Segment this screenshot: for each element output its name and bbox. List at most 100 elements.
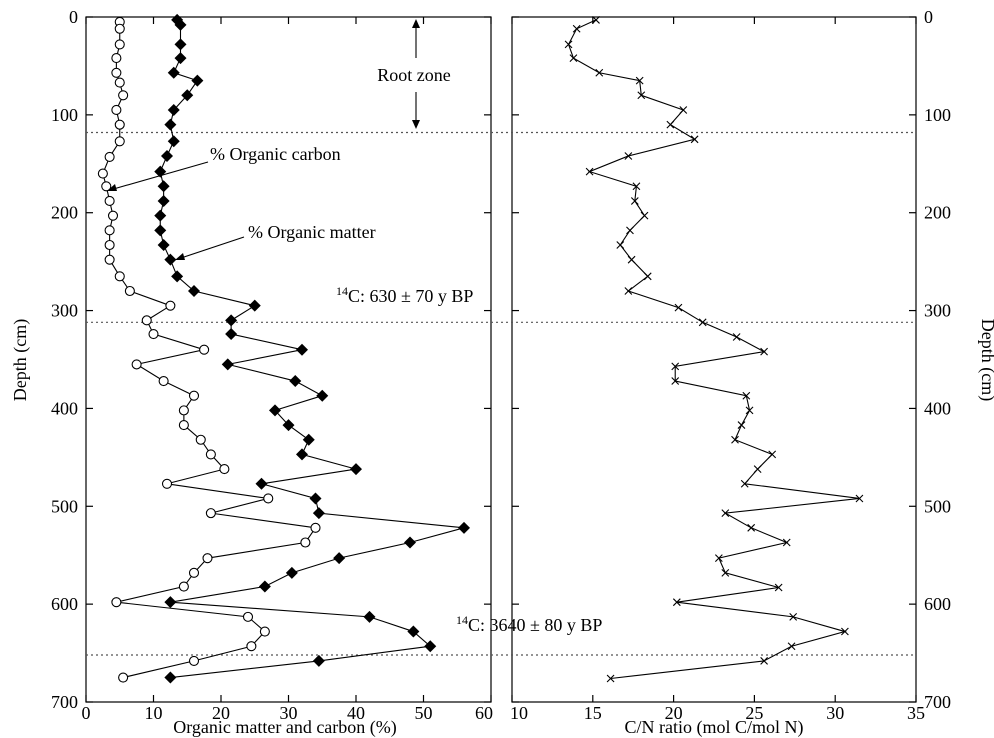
right-x-tick-label: 35 bbox=[907, 703, 925, 723]
organic-carbon-point bbox=[158, 375, 169, 387]
right-y-tick-label: 300 bbox=[924, 301, 951, 321]
organic-matter-point bbox=[174, 38, 187, 51]
c14-630-superscript: 14 bbox=[336, 284, 348, 298]
organic-matter-point bbox=[161, 149, 173, 162]
cn-ratio-point bbox=[635, 76, 644, 85]
organic-matter-point bbox=[225, 314, 238, 327]
organic-carbon-point bbox=[104, 225, 115, 236]
organic-carbon-point bbox=[114, 39, 125, 50]
right-x-tick-label: 25 bbox=[745, 703, 763, 723]
root-zone-label: Root zone bbox=[377, 65, 451, 85]
organic-carbon-point bbox=[178, 405, 189, 416]
cn-ratio-point bbox=[745, 406, 754, 415]
organic-carbon-point bbox=[118, 90, 129, 101]
cn-ratio-point bbox=[742, 391, 751, 400]
root-zone-annotation: Root zone bbox=[377, 19, 451, 129]
organic-carbon-point bbox=[104, 195, 115, 207]
organic-carbon-point bbox=[165, 300, 176, 311]
left-series-1-line bbox=[159, 19, 465, 679]
organic-carbon-point bbox=[104, 151, 115, 162]
right-y-axis-label: Depth (cm) bbox=[977, 319, 994, 401]
cn-ratio-point bbox=[760, 347, 768, 356]
cn-ratio-point bbox=[747, 523, 756, 532]
organic-matter-point bbox=[404, 536, 416, 549]
organic-matter-point bbox=[258, 580, 271, 593]
left-x-tick-label: 50 bbox=[415, 703, 433, 723]
cn-ratio-point bbox=[672, 598, 681, 607]
cn-ratio-point bbox=[643, 272, 652, 281]
organic-matter-arrowhead bbox=[175, 253, 185, 260]
organic-matter-point bbox=[154, 224, 167, 237]
organic-matter-label: % Organic matter bbox=[248, 222, 376, 242]
left-x-tick-label: 30 bbox=[280, 703, 298, 723]
c14-3640-text: C: 3640 ± 80 y BP bbox=[468, 615, 602, 635]
cn-ratio-point bbox=[774, 583, 783, 592]
c14-630-label: 14C: 630 ± 70 y BP bbox=[336, 284, 473, 306]
cn-ratio-point bbox=[760, 657, 768, 665]
organic-carbon-point bbox=[178, 581, 189, 592]
organic-carbon-point bbox=[114, 77, 125, 88]
left-x-tick-label: 10 bbox=[145, 703, 163, 723]
organic-carbon-point bbox=[310, 522, 321, 533]
cn-ratio-point bbox=[671, 377, 680, 385]
organic-carbon-point bbox=[114, 119, 125, 130]
right-x-tick-label: 15 bbox=[584, 703, 602, 723]
right-series-0-line bbox=[567, 19, 860, 680]
cn-ratio-point bbox=[721, 509, 730, 518]
organic-matter-arrow bbox=[177, 236, 245, 260]
cn-ratio-point bbox=[640, 211, 649, 220]
organic-matter-point bbox=[167, 135, 180, 148]
c14-630-text: C: 630 ± 70 y BP bbox=[348, 286, 473, 306]
cn-ratio-point bbox=[698, 318, 707, 327]
cn-ratio-point bbox=[666, 120, 675, 129]
left-y-tick-label: 0 bbox=[69, 7, 78, 27]
cn-ratio-point bbox=[714, 554, 723, 563]
organic-carbon-arrow bbox=[109, 161, 209, 191]
cn-ratio-point bbox=[787, 642, 796, 651]
organic-carbon-point bbox=[124, 285, 135, 297]
left-y-tick-label: 200 bbox=[51, 203, 78, 223]
organic-matter-point bbox=[171, 270, 184, 283]
organic-carbon-point bbox=[97, 168, 108, 179]
ticks bbox=[85, 16, 917, 703]
cn-ratio-point bbox=[585, 167, 594, 176]
root-zone-arrowhead-down bbox=[412, 120, 420, 129]
organic-matter-point bbox=[164, 118, 177, 131]
cn-ratio-point bbox=[564, 40, 573, 49]
cn-ratio-point bbox=[627, 255, 636, 264]
organic-matter-point bbox=[296, 343, 308, 356]
left-x-tick-label: 0 bbox=[82, 703, 91, 723]
organic-carbon-point bbox=[111, 53, 122, 64]
organic-carbon-point bbox=[131, 359, 142, 370]
cn-ratio-point bbox=[737, 421, 746, 429]
cn-ratio-point bbox=[732, 333, 741, 341]
left-panel-frame bbox=[85, 16, 492, 703]
cn-ratio-point bbox=[731, 435, 739, 444]
cn-ratio-point bbox=[569, 54, 578, 62]
right-y-tick-label: 100 bbox=[924, 105, 951, 125]
right-y-tick-label: 600 bbox=[924, 594, 951, 614]
organic-carbon-point bbox=[199, 344, 210, 355]
cn-ratio-point bbox=[841, 627, 849, 636]
organic-matter-point bbox=[164, 671, 177, 684]
organic-matter-point bbox=[181, 89, 194, 102]
organic-matter-point bbox=[333, 552, 346, 565]
cn-ratio-point bbox=[572, 24, 581, 33]
cn-ratio-point bbox=[768, 450, 777, 459]
organic-carbon-point bbox=[114, 271, 125, 282]
cn-ratio-point bbox=[671, 362, 680, 371]
organic-carbon-point bbox=[178, 420, 189, 431]
cn-ratio-point bbox=[630, 197, 639, 205]
root-zone-arrowhead-up bbox=[412, 19, 420, 28]
organic-matter-point bbox=[312, 654, 325, 667]
organic-matter-point bbox=[282, 419, 295, 432]
cn-ratio-point bbox=[753, 465, 762, 473]
organic-matter-point bbox=[157, 239, 170, 252]
cn-ratio-point bbox=[789, 612, 798, 621]
organic-carbon-point bbox=[300, 537, 311, 548]
organic-matter-point bbox=[191, 74, 204, 87]
organic-carbon-point bbox=[259, 626, 270, 637]
c14-3640-superscript: 14 bbox=[456, 613, 468, 627]
organic-carbon-point bbox=[114, 136, 125, 147]
organic-matter-point bbox=[157, 180, 170, 193]
